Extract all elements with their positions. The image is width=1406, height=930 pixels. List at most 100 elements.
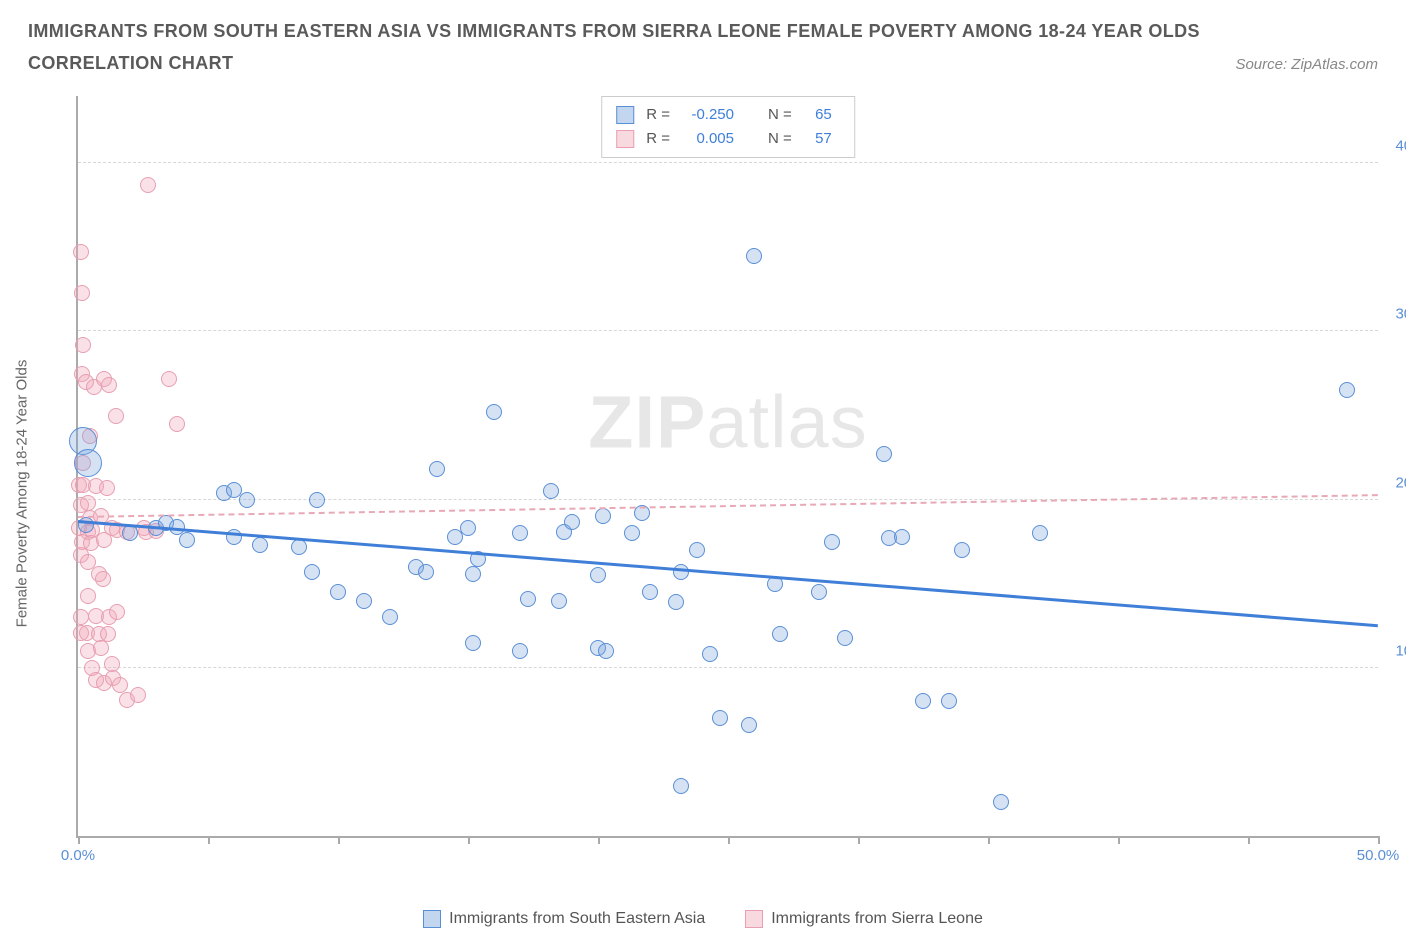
- scatter-point-sea: [642, 584, 658, 600]
- legend-n-value: 57: [804, 127, 832, 151]
- scatter-point-sl: [161, 371, 177, 387]
- scatter-point-sea: [512, 643, 528, 659]
- scatter-point-sea: [595, 508, 611, 524]
- legend-swatch: [616, 130, 634, 148]
- scatter-point-sea: [460, 520, 476, 536]
- scatter-point-sl: [74, 285, 90, 301]
- gridline: [78, 667, 1378, 668]
- x-tick: [858, 836, 860, 844]
- scatter-point-sea: [239, 492, 255, 508]
- scatter-point-sea: [465, 635, 481, 651]
- scatter-point-sea: [590, 567, 606, 583]
- y-tick-label: 10.0%: [1395, 642, 1406, 659]
- scatter-point-sea: [330, 584, 346, 600]
- gridline: [78, 162, 1378, 163]
- scatter-point-sea: [74, 449, 102, 477]
- x-tick: [988, 836, 990, 844]
- scatter-point-sea: [520, 591, 536, 607]
- scatter-point-sl: [93, 640, 109, 656]
- x-tick: [1378, 836, 1380, 844]
- legend-n-value: 65: [804, 103, 832, 127]
- scatter-point-sl: [75, 337, 91, 353]
- x-tick-label: 50.0%: [1357, 847, 1400, 864]
- scatter-point-sea: [712, 710, 728, 726]
- y-tick-label: 30.0%: [1395, 306, 1406, 323]
- scatter-point-sea: [598, 643, 614, 659]
- legend-swatch: [423, 910, 441, 928]
- legend-n-label: N =: [768, 103, 792, 127]
- scatter-point-sea: [564, 514, 580, 530]
- scatter-point-sea: [252, 537, 268, 553]
- scatter-point-sea: [179, 532, 195, 548]
- scatter-point-sea: [876, 446, 892, 462]
- gridline: [78, 330, 1378, 331]
- scatter-point-sea: [309, 492, 325, 508]
- legend-r-label: R =: [646, 127, 670, 151]
- x-tick: [1118, 836, 1120, 844]
- scatter-point-sea: [418, 564, 434, 580]
- scatter-point-sea: [741, 717, 757, 733]
- x-tick: [1248, 836, 1250, 844]
- legend-swatch: [745, 910, 763, 928]
- scatter-point-sea: [624, 525, 640, 541]
- x-tick: [338, 836, 340, 844]
- x-tick-label: 0.0%: [61, 847, 95, 864]
- scatter-point-sea: [304, 564, 320, 580]
- x-tick: [208, 836, 210, 844]
- scatter-point-sl: [140, 177, 156, 193]
- trend-line-sea: [78, 520, 1378, 627]
- scatter-point-sea: [894, 529, 910, 545]
- scatter-point-sl: [109, 604, 125, 620]
- scatter-point-sl: [99, 480, 115, 496]
- scatter-point-sea: [689, 542, 705, 558]
- scatter-point-sea: [226, 529, 242, 545]
- scatter-point-sea: [429, 461, 445, 477]
- title-block: IMMIGRANTS FROM SOUTH EASTERN ASIA VS IM…: [0, 0, 1406, 74]
- chart-area: Female Poverty Among 18-24 Year Olds ZIP…: [28, 96, 1378, 874]
- legend-swatch: [616, 106, 634, 124]
- scatter-point-sea: [837, 630, 853, 646]
- x-tick: [78, 836, 80, 844]
- scatter-point-sea: [993, 794, 1009, 810]
- scatter-point-sea: [465, 566, 481, 582]
- scatter-point-sl: [108, 408, 124, 424]
- x-tick: [728, 836, 730, 844]
- scatter-point-sea: [746, 248, 762, 264]
- scatter-point-sea: [824, 534, 840, 550]
- y-axis-label: Female Poverty Among 18-24 Year Olds: [14, 360, 31, 628]
- legend-r-value: 0.005: [682, 127, 734, 151]
- scatter-point-sea: [811, 584, 827, 600]
- legend-corr-row: R = 0.005 N = 57: [616, 127, 832, 151]
- x-tick: [598, 836, 600, 844]
- legend-series-label: Immigrants from South Eastern Asia: [449, 910, 705, 928]
- scatter-point-sl: [169, 416, 185, 432]
- scatter-point-sea: [1032, 525, 1048, 541]
- legend-series-item: Immigrants from South Eastern Asia: [423, 910, 705, 928]
- x-tick: [468, 836, 470, 844]
- scatter-point-sea: [356, 593, 372, 609]
- legend-series: Immigrants from South Eastern Asia Immigr…: [0, 910, 1406, 928]
- scatter-point-sea: [941, 693, 957, 709]
- scatter-point-sea: [382, 609, 398, 625]
- scatter-point-sea: [673, 778, 689, 794]
- scatter-point-sea: [512, 525, 528, 541]
- scatter-point-sl: [80, 588, 96, 604]
- scatter-point-sl: [95, 571, 111, 587]
- legend-series-label: Immigrants from Sierra Leone: [771, 910, 983, 928]
- legend-r-label: R =: [646, 103, 670, 127]
- scatter-point-sea: [543, 483, 559, 499]
- scatter-point-sl: [130, 687, 146, 703]
- scatter-point-sl: [101, 377, 117, 393]
- scatter-point-sea: [486, 404, 502, 420]
- legend-correlation: R = -0.250 N = 65 R = 0.005 N = 57: [601, 96, 855, 158]
- plot-region: ZIPatlas R =-0.250N =65R =0.005N =57 10.…: [76, 96, 1378, 838]
- scatter-point-sl: [73, 244, 89, 260]
- legend-n-label: N =: [768, 127, 792, 151]
- legend-r-value: -0.250: [682, 103, 734, 127]
- scatter-point-sea: [673, 564, 689, 580]
- chart-title: IMMIGRANTS FROM SOUTH EASTERN ASIA VS IM…: [28, 18, 1378, 45]
- scatter-point-sea: [551, 593, 567, 609]
- watermark: ZIPatlas: [588, 379, 867, 464]
- scatter-point-sea: [1339, 382, 1355, 398]
- source-label: Source: ZipAtlas.com: [1235, 56, 1378, 73]
